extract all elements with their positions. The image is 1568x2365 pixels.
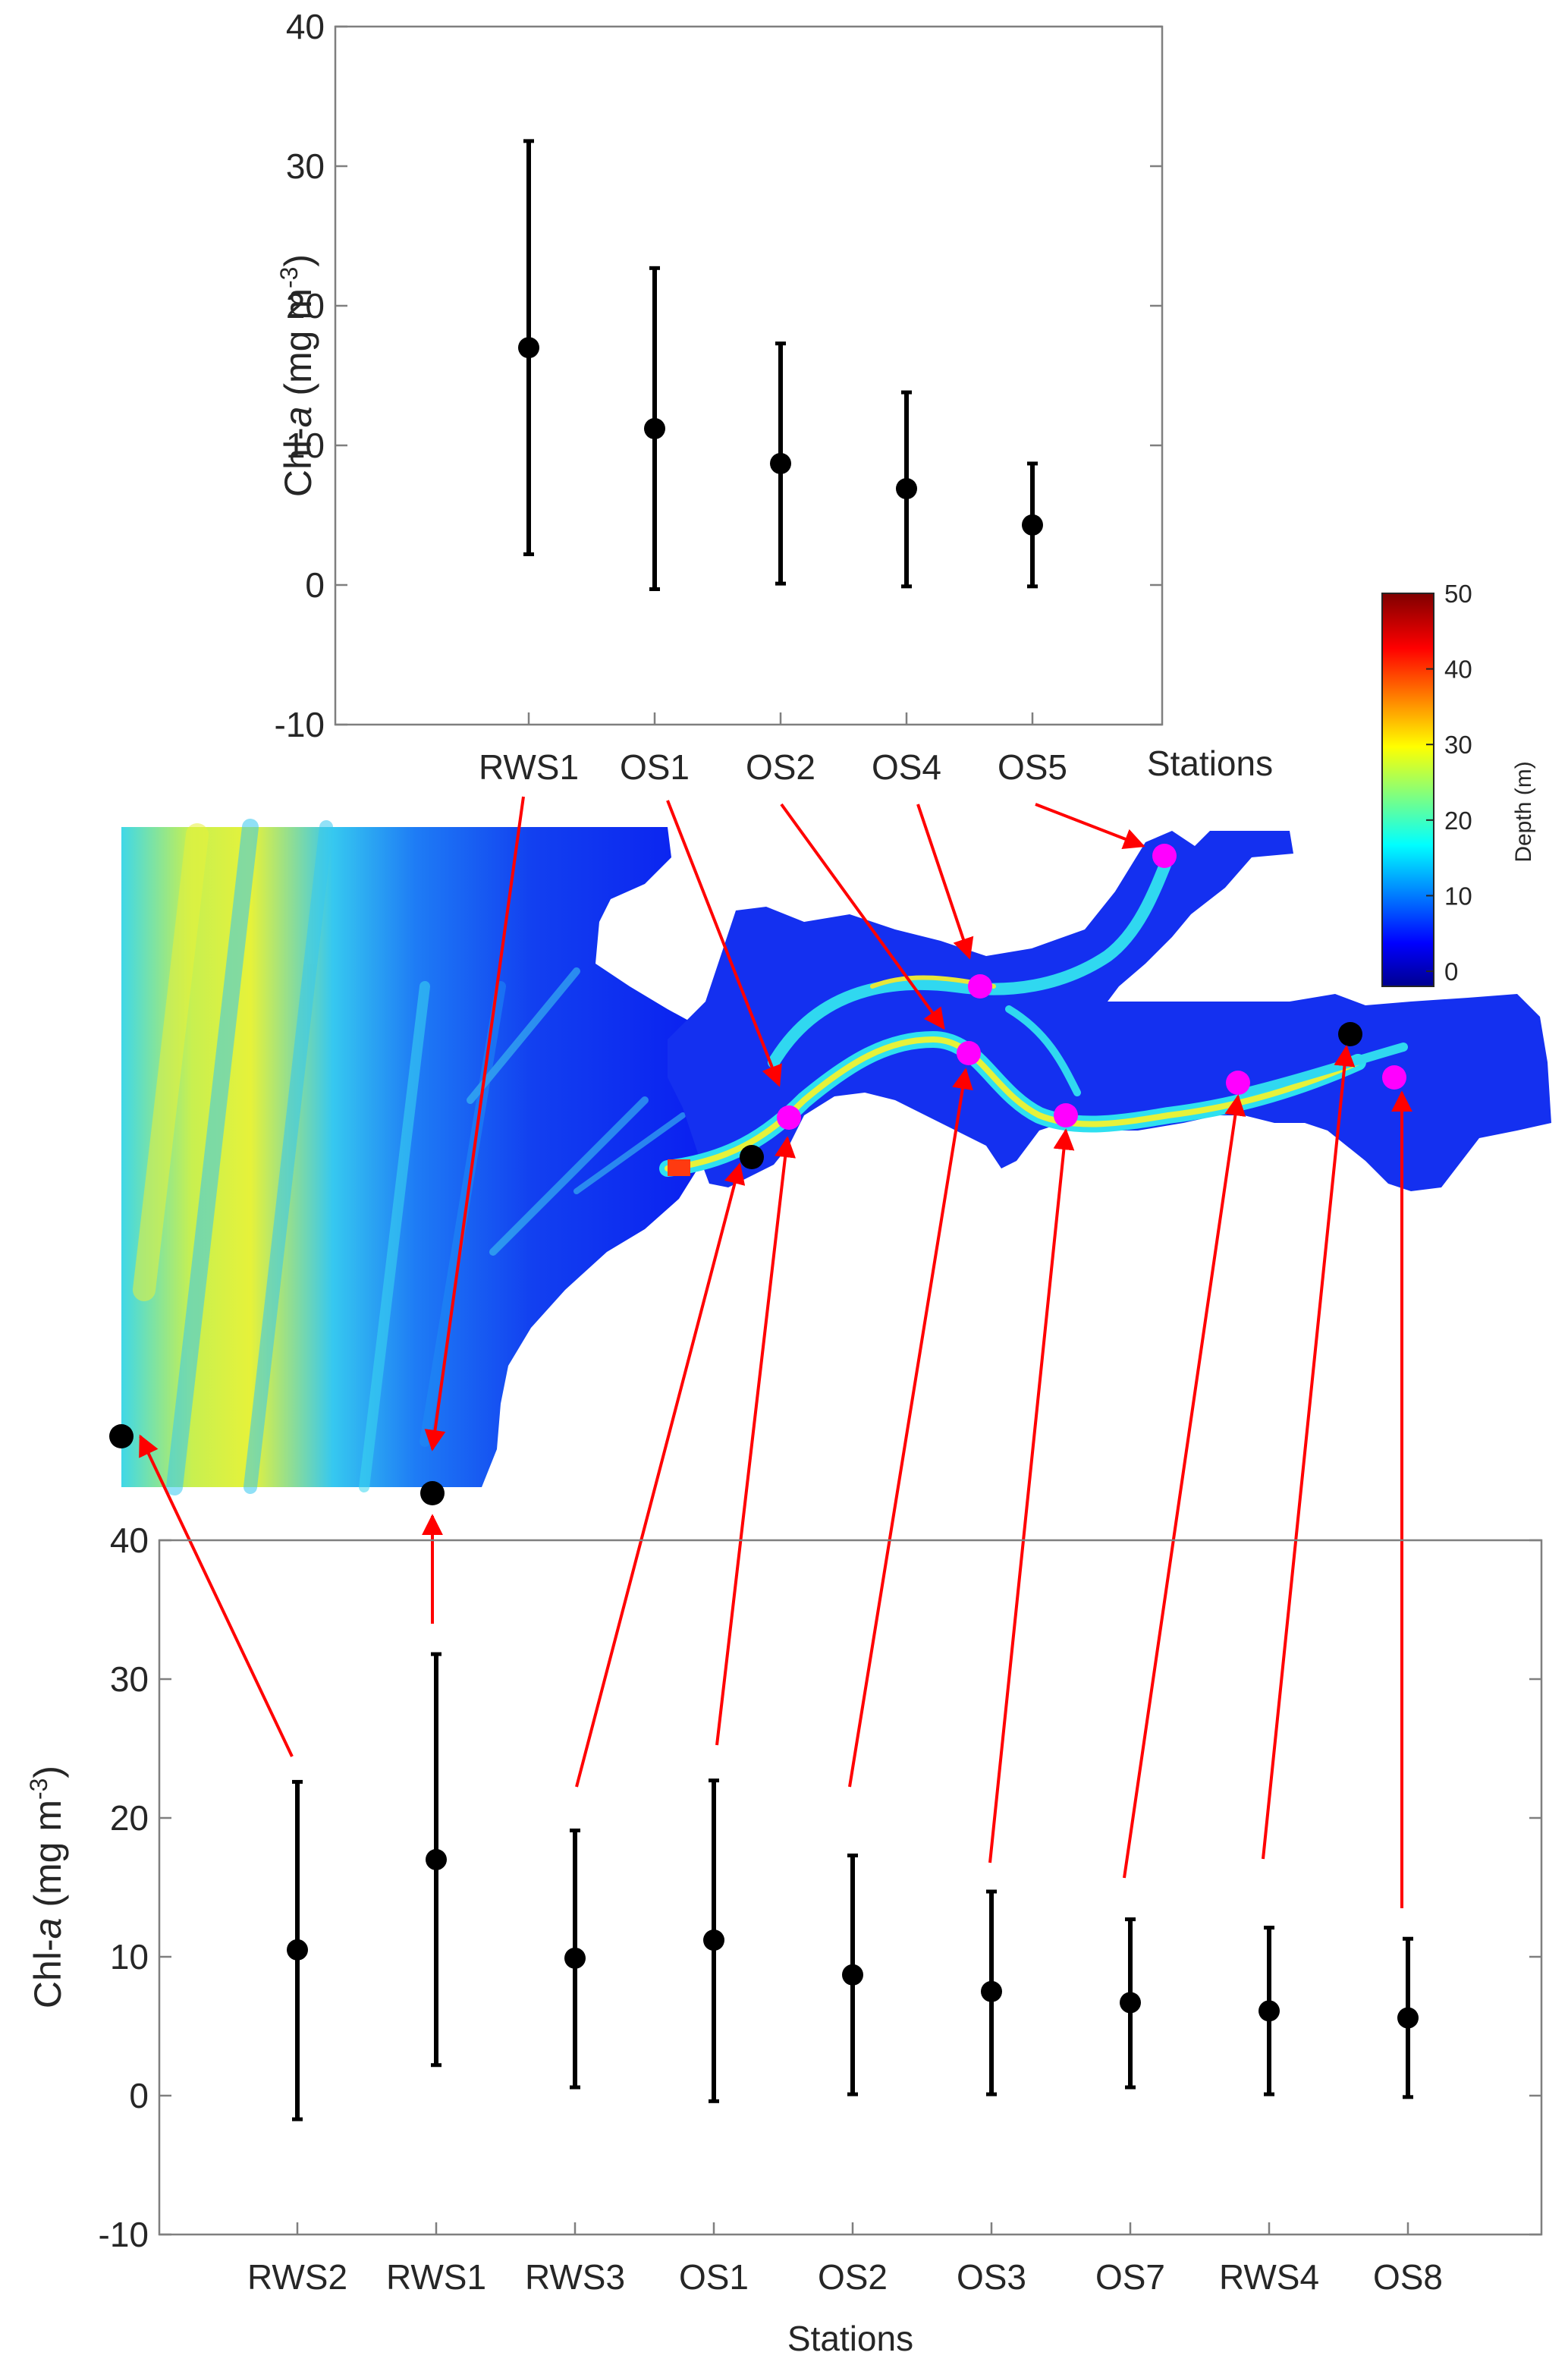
top-y-axis-label: Chl-a (mg m-3) xyxy=(275,254,319,497)
cb-tick-label-2: 30 xyxy=(1444,731,1472,759)
data-point-RWS1 xyxy=(426,1848,447,1870)
station-RWS1 xyxy=(420,1481,445,1505)
y-tick-label-3: 10 xyxy=(110,1937,149,1977)
cb-tick-label-3: 20 xyxy=(1444,807,1472,835)
x-tick-label-OS2: OS2 xyxy=(818,2257,888,2297)
colorbar-tick-labels: 50 40 30 20 10 0 xyxy=(1426,580,1472,986)
station-RWS2 xyxy=(109,1424,134,1448)
data-point-OS3 xyxy=(981,1980,1002,2002)
top-axes-frame xyxy=(334,25,1164,726)
x-tick-label-RWS3: RWS3 xyxy=(525,2257,625,2297)
arrow-top-OS2 xyxy=(780,803,945,1030)
arrow-bot-RWS3 xyxy=(575,1162,746,1788)
arrow-bot-OS1 xyxy=(715,1136,796,1746)
data-point-OS2 xyxy=(842,1964,863,1986)
data-point-OS4 xyxy=(896,478,917,500)
bathymetry-map xyxy=(121,819,1551,1495)
y-tick-label-5: -10 xyxy=(275,705,325,744)
arrow-bot-RWS2 xyxy=(139,1434,294,1757)
data-point-RWS3 xyxy=(564,1947,586,1969)
arrow-top-OS5 xyxy=(1035,803,1145,849)
top-data-marks xyxy=(518,139,1043,592)
cb-tick-label-1: 40 xyxy=(1444,656,1472,684)
arrow-bot-OS7 xyxy=(1123,1094,1246,1879)
data-point-OS1 xyxy=(644,417,665,439)
station-OS1 xyxy=(777,1105,801,1130)
cb-tick-label-5: 0 xyxy=(1444,958,1458,986)
data-point-RWS1 xyxy=(518,337,539,359)
colorbar-gradient xyxy=(1381,593,1434,987)
colorbar-label: Depth (m) xyxy=(1511,761,1536,862)
y-tick-label-4: 0 xyxy=(129,2076,149,2115)
x-tick-label-OS1: OS1 xyxy=(679,2257,749,2297)
top-x-axis-label: Stations xyxy=(1147,744,1273,783)
x-tick-label-OS8: OS8 xyxy=(1373,2257,1443,2297)
y-tick-label-0: 40 xyxy=(110,1521,149,1560)
x-tick-label-OS7: OS7 xyxy=(1095,2257,1165,2297)
arrow-bot-RWS4 xyxy=(1262,1045,1356,1860)
x-tick-label-OS5: OS5 xyxy=(998,747,1067,787)
arrow-top-OS1 xyxy=(666,800,782,1087)
y-tick-label-3: 10 xyxy=(286,426,325,465)
top-y-tick-labels: 40 30 20 10 0 -10 xyxy=(275,7,1162,744)
station-OS8 xyxy=(1382,1065,1406,1090)
bottom-x-tick-labels: RWS2 RWS1 RWS3 OS1 OS2 OS3 OS7 RWS4 OS8 xyxy=(247,2222,1443,2297)
data-point-OS2 xyxy=(770,452,791,474)
y-tick-label-1: 30 xyxy=(110,1659,149,1699)
x-tick-label-RWS2: RWS2 xyxy=(247,2257,347,2297)
colorbar: 50 40 30 20 10 0 Depth (m) xyxy=(1381,580,1536,987)
y-tick-label-2: 20 xyxy=(286,286,325,326)
y-tick-label-4: 0 xyxy=(305,565,325,605)
arrow-top-OS4 xyxy=(916,804,974,960)
x-tick-label-RWS1: RWS1 xyxy=(479,747,579,787)
bottom-data-marks xyxy=(287,1652,1419,2121)
x-tick-label-RWS4: RWS4 xyxy=(1219,2257,1319,2297)
station-markers xyxy=(109,844,1406,1505)
top-x-tick-labels: RWS1 OS1 OS2 OS4 OS5 xyxy=(479,712,1067,787)
arrow-bot-OS2 xyxy=(848,1068,973,1788)
y-tick-label-1: 30 xyxy=(286,146,325,186)
bottom-axes-frame xyxy=(158,1539,1543,2236)
station-arrows xyxy=(139,796,1412,1908)
bottom-x-axis-label: Stations xyxy=(787,2319,913,2358)
data-point-OS7 xyxy=(1120,1992,1141,2014)
station-OS5 xyxy=(1152,844,1177,868)
data-point-OS5 xyxy=(1022,514,1043,536)
y-tick-label-0: 40 xyxy=(286,7,325,46)
station-OS3 xyxy=(1054,1103,1078,1127)
station-RWS3 xyxy=(740,1145,764,1169)
map-hotspot xyxy=(668,1159,690,1176)
estuary-area xyxy=(668,831,1551,1191)
bottom-y-tick-labels: 40 30 20 10 0 -10 xyxy=(99,1521,1541,2254)
cb-tick-label-0: 50 xyxy=(1444,580,1472,608)
x-tick-label-OS4: OS4 xyxy=(872,747,941,787)
x-tick-label-OS1: OS1 xyxy=(620,747,690,787)
cb-tick-label-4: 10 xyxy=(1444,882,1472,910)
data-point-OS1 xyxy=(703,1929,724,1951)
station-OS2 xyxy=(957,1041,981,1065)
x-tick-label-RWS1: RWS1 xyxy=(386,2257,486,2297)
data-point-RWS4 xyxy=(1258,2000,1280,2022)
x-tick-label-OS3: OS3 xyxy=(957,2257,1026,2297)
arrow-bot-OS3 xyxy=(988,1128,1075,1863)
station-OS4 xyxy=(968,974,992,999)
y-tick-label-5: -10 xyxy=(99,2215,149,2254)
top-chart: 40 30 20 10 0 -10 RWS1 OS1 OS2 OS4 OS5 Chl-a (mg … xyxy=(275,7,1274,787)
bottom-y-axis-label: Chl-a (mg m-3) xyxy=(25,1766,69,2008)
data-point-OS8 xyxy=(1397,2007,1419,2029)
x-tick-label-OS2: OS2 xyxy=(746,747,815,787)
station-RWS4 xyxy=(1338,1022,1362,1046)
arrow-top-RWS1 xyxy=(424,796,525,1451)
data-point-RWS2 xyxy=(287,1939,308,1961)
y-tick-label-2: 20 xyxy=(110,1798,149,1838)
shelf-channels xyxy=(133,819,686,1495)
station-OS7 xyxy=(1226,1071,1250,1095)
